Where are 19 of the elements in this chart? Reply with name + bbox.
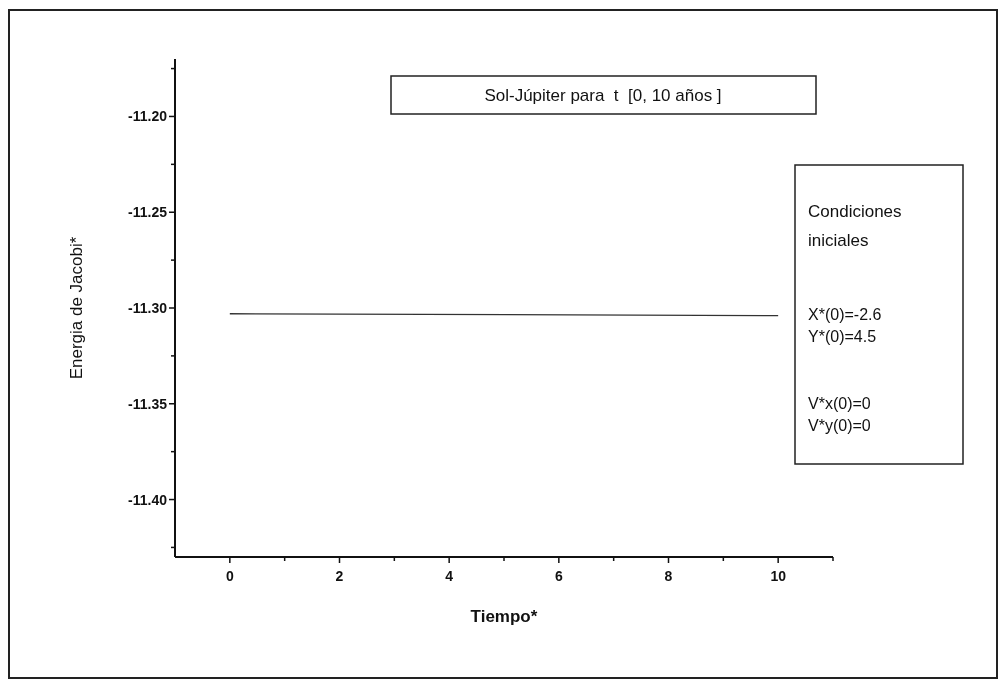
text: Sol-Júpiter para t [0, 10 años ] <box>484 86 722 105</box>
x-tick-label: 8 <box>664 568 673 584</box>
y-tick-label: -11.35 <box>128 395 168 412</box>
x-axis-title: Tiempo* <box>470 607 538 626</box>
x-tick-label: 6 <box>554 568 563 584</box>
y-tick-label: -11.25 <box>128 204 168 221</box>
y-axis-title: Energia de Jacobi* <box>67 236 86 380</box>
y-tick-label: -11.30 <box>128 300 168 316</box>
y-tick-label: -11.40 <box>128 491 168 508</box>
annotation: V*x(0)=0 <box>808 395 871 412</box>
x-tick-label: 2 <box>335 568 344 584</box>
x-tick-label: 10 <box>770 568 787 584</box>
annotation: X*(0)=-2.6 <box>808 306 882 323</box>
annotation: V*y(0)=0 <box>808 417 871 434</box>
x-tick-label: 4 <box>445 568 454 584</box>
annotation: Condiciones iniciales <box>808 202 902 250</box>
annotation: Y*(0)=4.5 <box>808 328 877 345</box>
x-tick-label: 0 <box>225 568 234 584</box>
y-tick-label: -11.20 <box>128 108 168 125</box>
